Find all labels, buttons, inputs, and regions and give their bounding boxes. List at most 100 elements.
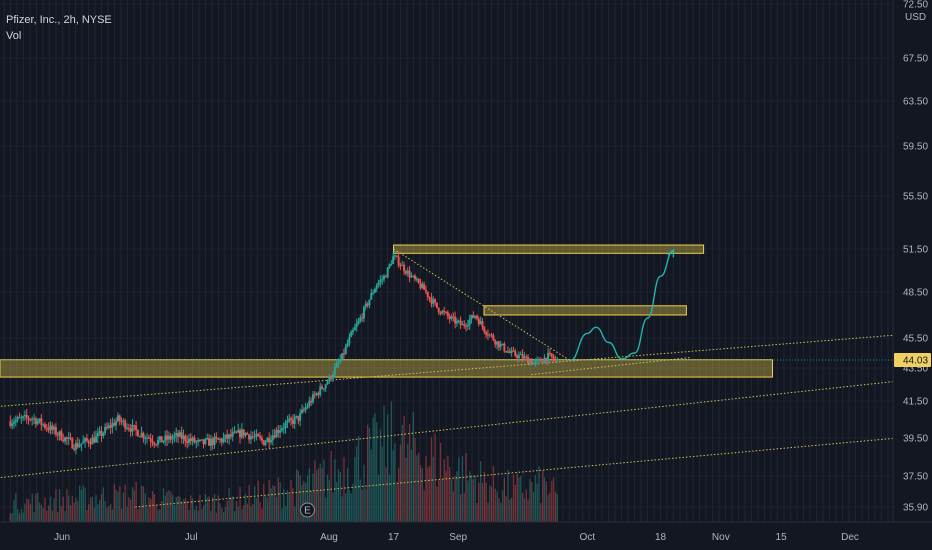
volume-bar [122,492,125,522]
candle-body [51,425,54,430]
candle-body [441,310,444,314]
candle-body [217,438,220,440]
volume-bar [44,497,46,522]
volume-bar [248,484,250,522]
volume-bar [223,512,225,522]
candle-body [116,415,119,422]
volume-bar [359,479,362,522]
candle-body [186,441,189,443]
price-axis [893,0,932,550]
volume-bar [388,474,391,522]
candle-body [164,435,167,441]
volume-bar [18,513,21,522]
candle-body [432,299,435,304]
volume-bar [489,485,491,522]
candle-body [162,440,165,443]
volume-bar [239,486,241,522]
volume-bar [17,509,19,522]
candle-body [43,424,46,428]
volume-bar [445,470,447,522]
volume-bar [363,464,365,522]
candle-body [133,424,136,426]
candle-body [486,334,489,336]
candle-body [494,340,497,345]
candle-body [87,440,90,444]
candle-body [408,270,411,278]
volume-bar [330,451,332,522]
volume-bar [133,490,135,522]
volume-bar [171,495,174,522]
volume-bar [396,484,398,522]
volume-bar [305,482,307,522]
volume-bar [48,505,50,522]
candle-body [198,440,201,442]
volume-bar [439,442,442,522]
volume-bar [496,491,498,522]
candle-body [326,382,329,385]
volume-bar [153,493,156,522]
volume-bar [11,513,13,522]
volume-bar [514,484,516,522]
volume-bar [86,510,88,522]
candle-body [187,438,190,443]
candle-body [403,264,406,272]
candle-body [474,315,477,318]
volume-bar [379,429,382,522]
candle-body [160,436,163,443]
volume-bar [253,486,256,522]
candle-body [541,361,544,363]
volume-bar [443,459,445,522]
volume-bar [243,505,245,522]
volume-bar [217,495,219,522]
candle-body [135,425,138,431]
candle-body [213,436,216,445]
candle-body [151,441,154,443]
volume-bar [370,449,372,522]
volume-bar [130,499,132,522]
price-tick-label: 45.50 [903,334,928,345]
candle-body [372,292,375,294]
volume-bar [264,496,267,522]
candle-body [404,271,407,274]
candle-body [401,264,404,266]
volume-bar [58,489,61,522]
candle-body [437,307,440,313]
volume-bar [168,490,170,522]
volume-bar [201,508,203,522]
candle-body [477,318,480,325]
volume-bar [255,498,258,522]
candle-body [89,443,92,445]
volume-bar [69,505,72,522]
candle-body [282,428,285,430]
candle-body [434,299,437,303]
volume-bar [390,401,393,522]
candle-body [414,275,417,280]
volume-bar [452,491,454,522]
candle-body [339,359,342,363]
volume-bar [465,452,467,522]
price-tick-label: 48.50 [903,288,928,299]
volume-bar [509,499,511,522]
candle-body [36,421,39,425]
candle-body [142,432,145,439]
volume-bar [456,471,458,522]
volume-bar [321,468,323,522]
candle-body [275,429,278,438]
volume-bar [500,502,502,522]
volume-bar [281,508,283,522]
volume-bar [301,485,303,522]
volume-bar [449,467,451,522]
candle-body [85,438,88,441]
time-tick-label: Jun [54,532,70,543]
candle-body [537,359,540,361]
candle-body [173,435,176,438]
volume-bar [73,502,75,522]
volume-bar [341,496,343,522]
volume-bar [385,467,387,522]
volume-bar [490,486,493,522]
candle-body [273,435,276,438]
volume-bar [416,455,418,522]
volume-bar [292,488,294,522]
candle-body [129,428,132,432]
